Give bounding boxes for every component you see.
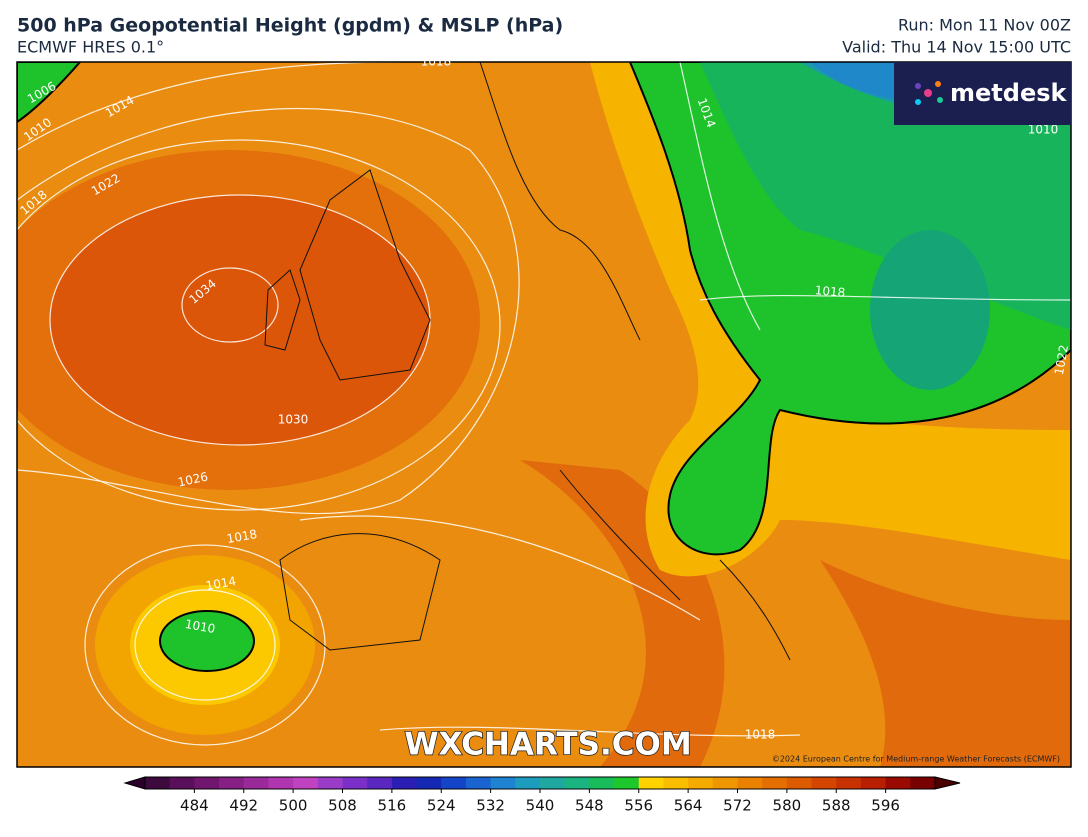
colorbar-swatch [194,777,220,789]
colorbar-tick-label: 516 [378,797,407,815]
colorbar-high-arrow [934,776,961,790]
valid-time: Valid: Thu 14 Nov 15:00 UTC [842,38,1071,57]
logo-box [894,62,1071,125]
colorbar-swatch [465,777,492,789]
watermark: WXCHARTS.COM [404,727,691,763]
colorbar-swatch [293,777,319,789]
colorbar-swatch [540,777,566,789]
map [17,62,1071,767]
colorbar-tick-label: 524 [427,797,456,815]
colorbar-tick-label: 540 [526,797,555,815]
colorbar-swatch [614,777,640,789]
colorbar-tick-label: 588 [822,797,851,815]
contour-label: 1026 [177,469,210,489]
colorbar-swatch [638,777,664,789]
colorbar-tick-label: 508 [328,797,357,815]
logo-text: metdesk [950,79,1068,107]
colorbar-swatch [811,777,837,789]
colorbar-tick-label: 580 [773,797,802,815]
colorbar-swatch [885,777,911,789]
colorbar-swatch [219,777,245,789]
colorbar: 484 492 500 508 516 524 532 540 548 556 564 572 580 5… [123,776,961,815]
colorbar-swatch [169,777,195,789]
colorbar-swatch [712,777,738,789]
title: 500 hPa Geopotential Height (gpdm) & MSL… [17,15,563,37]
colorbar-swatch [589,777,615,789]
colorbar-swatch [688,777,714,789]
colorbar-swatch [317,777,343,789]
contour-label: 1022 [1052,344,1071,377]
colorbar-swatch [762,777,788,789]
contour-label: 1010 [1028,123,1059,137]
colorbar-tick-label: 572 [723,797,752,815]
colorbar-swatch [145,777,171,789]
contour-label: 1030 [278,413,309,427]
subtitle: ECMWF HRES 0.1° [17,38,164,57]
colorbar-swatch [342,777,368,789]
colorbar-tick-label: 484 [180,797,209,815]
colorbar-swatch [836,777,862,789]
logo-icon [915,81,943,105]
contour-label: 1010 [184,617,217,636]
colorbar-tick-label: 564 [674,797,703,815]
contour-label: 1018 [421,55,452,69]
colorbar-swatch [786,777,813,789]
colorbar-swatch [490,777,516,789]
colorbar-low-arrow [123,776,146,790]
contour-label: 1018 [226,527,259,546]
colorbar-swatch [515,777,541,789]
colorbar-tick-label: 500 [279,797,308,815]
contour-label: 1018 [814,283,846,300]
colorbar-swatch [367,777,393,789]
colorbar-swatch [737,777,763,789]
copyright: ©2024 European Centre for Medium-range W… [772,755,1060,764]
colorbar-tick-label: 532 [476,797,505,815]
colorbar-swatch [564,777,590,789]
colorbar-swatch [268,777,294,789]
colorbar-swatch [243,777,269,789]
map-frame [16,61,1072,768]
colorbar-swatch [860,777,887,789]
colorbar-swatch [910,777,936,789]
colorbar-tick-label: 548 [575,797,604,815]
run-time: Run: Mon 11 Nov 00Z [898,16,1071,35]
contour-label: 1018 [745,728,776,742]
contour-label: 1014 [205,574,238,593]
colorbar-tick-label: 492 [229,797,258,815]
colorbar-swatch [441,777,467,789]
colorbar-tick-label: 556 [624,797,653,815]
colorbar-swatch [663,777,689,789]
colorbar-swatch [416,777,442,789]
colorbar-swatch [391,777,418,789]
colorbar-tick-label: 596 [871,797,900,815]
